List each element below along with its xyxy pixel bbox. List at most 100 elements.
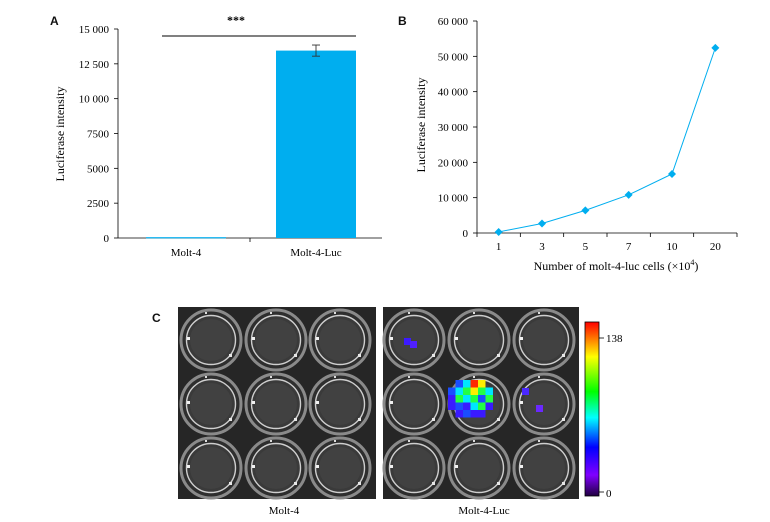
x-tick-label: 7 bbox=[626, 241, 632, 253]
well-floor bbox=[523, 447, 565, 489]
signal-pixel bbox=[470, 380, 478, 388]
signal-pixel bbox=[455, 380, 463, 388]
well-glint bbox=[497, 418, 500, 421]
y-tick-label: 12 500 bbox=[79, 59, 110, 71]
well-glint bbox=[294, 418, 297, 421]
chart-b: Luciferase intensity 0 10 000 20 000 30 000… bbox=[414, 16, 738, 273]
well-floor bbox=[393, 319, 435, 361]
imaging-panel: 138 0 Molt-4 Molt-4-Luc bbox=[178, 307, 623, 517]
well-floor bbox=[190, 383, 232, 425]
signal-spot bbox=[410, 341, 417, 348]
well-glint bbox=[562, 482, 565, 485]
well-glint bbox=[538, 440, 540, 442]
y-tick-label: 10 000 bbox=[438, 193, 469, 205]
y-tick-label: 15 000 bbox=[79, 24, 110, 36]
y-tick-label: 50 000 bbox=[438, 51, 469, 63]
panel-label-b: B bbox=[398, 14, 407, 28]
well-glint bbox=[497, 354, 500, 357]
well-glint bbox=[294, 354, 297, 357]
well-glint bbox=[432, 482, 435, 485]
bar bbox=[276, 50, 356, 239]
colorbar-min-label: 0 bbox=[606, 488, 612, 500]
well-glint bbox=[334, 312, 336, 314]
y-tick-label: 2500 bbox=[87, 198, 110, 210]
well-glint bbox=[520, 337, 523, 340]
well-glint bbox=[473, 312, 475, 314]
well-glint bbox=[205, 312, 207, 314]
well-floor bbox=[255, 383, 297, 425]
well-glint bbox=[473, 376, 475, 378]
panel-label-a: A bbox=[50, 14, 59, 28]
well-glint bbox=[432, 418, 435, 421]
well-glint bbox=[408, 312, 410, 314]
x-tick-label: 10 bbox=[667, 241, 679, 253]
well-floor bbox=[319, 319, 361, 361]
well-glint bbox=[229, 482, 232, 485]
signal-pixel bbox=[485, 387, 493, 395]
x-tick-label: Molt-4 bbox=[171, 247, 202, 259]
x-tick-label: Molt-4-Luc bbox=[290, 247, 341, 259]
imaging-label-molt-4: Molt-4 bbox=[269, 505, 300, 517]
x-tick-label: 5 bbox=[583, 241, 589, 253]
signal-pixel bbox=[470, 387, 478, 395]
well-glint bbox=[316, 337, 319, 340]
panel-label-c: C bbox=[152, 311, 161, 325]
signal-pixel bbox=[463, 410, 471, 418]
signal-pixel bbox=[470, 402, 478, 410]
well-glint bbox=[408, 376, 410, 378]
y-tick-label: 10 000 bbox=[79, 94, 110, 106]
signal-pixel bbox=[478, 380, 486, 388]
well-glint bbox=[252, 465, 255, 468]
series-line bbox=[498, 47, 716, 233]
well-glint bbox=[497, 482, 500, 485]
signal-pixel bbox=[485, 395, 493, 403]
well-glint bbox=[455, 337, 458, 340]
chart-b-xlabel-main: Number of molt-4-luc cells (×10 bbox=[534, 259, 691, 273]
x-tick-label: 1 bbox=[496, 241, 502, 253]
signal-pixel bbox=[455, 395, 463, 403]
well-glint bbox=[187, 465, 190, 468]
well-glint bbox=[229, 354, 232, 357]
signal-pixel bbox=[455, 402, 463, 410]
bar bbox=[146, 237, 226, 239]
chart-a-ylabel: Luciferase intensity bbox=[53, 87, 67, 182]
signal-spot bbox=[404, 338, 411, 345]
chart-b-axes: 0 10 000 20 000 30 000 40 000 50 000 60 000 1 3 5… bbox=[438, 16, 738, 253]
data-point bbox=[538, 219, 546, 228]
data-point bbox=[581, 206, 590, 215]
well-floor bbox=[255, 447, 297, 489]
well-glint bbox=[473, 440, 475, 442]
signal-pixel bbox=[455, 410, 463, 418]
signal-pixel bbox=[470, 410, 478, 418]
well-glint bbox=[205, 376, 207, 378]
y-tick-label: 0 bbox=[463, 228, 469, 240]
y-tick-label: 0 bbox=[104, 233, 110, 245]
signal-pixel bbox=[448, 387, 456, 395]
well-glint bbox=[294, 482, 297, 485]
well-glint bbox=[316, 401, 319, 404]
x-tick-label: 3 bbox=[539, 241, 545, 253]
well-glint bbox=[390, 401, 393, 404]
signal-pixel bbox=[463, 395, 471, 403]
signal-pixel bbox=[478, 395, 486, 403]
signal-pixel bbox=[478, 410, 486, 418]
signal-pixel bbox=[478, 402, 486, 410]
well-glint bbox=[334, 376, 336, 378]
data-point bbox=[494, 227, 503, 236]
signal-pixel bbox=[470, 395, 478, 403]
well-glint bbox=[187, 337, 190, 340]
signal-spot bbox=[522, 388, 529, 395]
well-glint bbox=[520, 465, 523, 468]
data-point bbox=[668, 169, 676, 178]
well-glint bbox=[390, 465, 393, 468]
signal-pixel bbox=[455, 387, 463, 395]
well-floor bbox=[190, 447, 232, 489]
well-glint bbox=[538, 376, 540, 378]
well-glint bbox=[270, 440, 272, 442]
signal-pixel bbox=[448, 402, 456, 410]
signal-pixel bbox=[463, 387, 471, 395]
well-glint bbox=[408, 440, 410, 442]
well-glint bbox=[432, 354, 435, 357]
signal-pixel bbox=[478, 387, 486, 395]
y-tick-label: 20 000 bbox=[438, 157, 469, 169]
